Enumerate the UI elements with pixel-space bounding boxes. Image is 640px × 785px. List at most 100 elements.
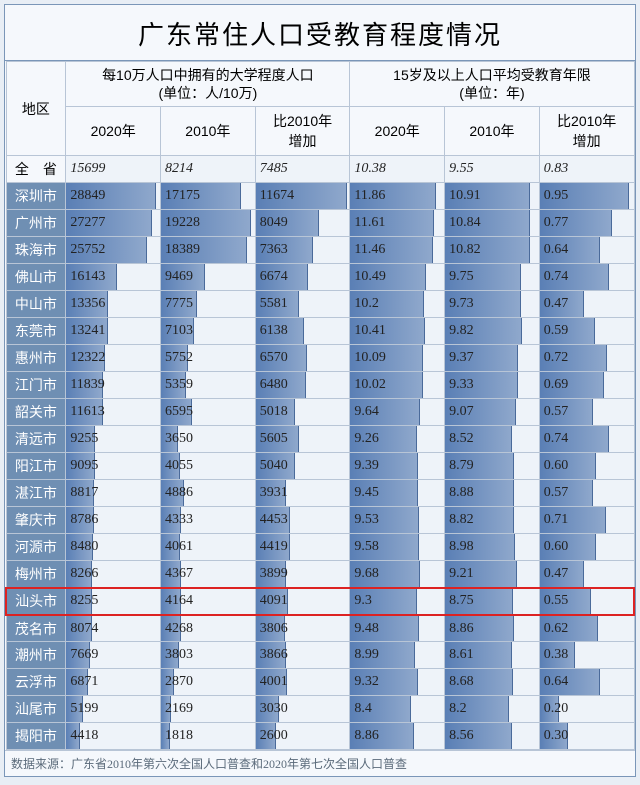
region-cell: 茂名市	[6, 615, 66, 642]
cell-value: 6480	[256, 377, 288, 393]
cell-value: 5752	[161, 350, 193, 366]
cell-value: 0.74	[540, 269, 569, 285]
cell-value: 8786	[66, 512, 98, 528]
cell-value: 9.39	[350, 458, 379, 474]
data-table: 地区 每10万人口中拥有的大学程度人口(单位：人/10万) 15岁及以上人口平均…	[5, 61, 635, 750]
data-cell: 9.82	[445, 318, 540, 345]
region-cell: 中山市	[6, 291, 66, 318]
data-cell: 9.39	[350, 453, 445, 480]
cell-value: 0.69	[540, 377, 569, 393]
data-cell: 9.48	[350, 615, 445, 642]
data-cell: 4164	[161, 588, 256, 615]
region-cell: 珠海市	[6, 237, 66, 264]
table-body: 全 省156998214748510.389.550.83深圳市28849171…	[6, 156, 634, 750]
cell-value: 10.91	[445, 188, 481, 204]
table-row: 深圳市28849171751167411.8610.910.95	[6, 183, 634, 210]
data-cell: 10.2	[350, 291, 445, 318]
data-cell: 19228	[161, 210, 256, 237]
header-group2: 15岁及以上人口平均受教育年限(单位：年)	[350, 62, 634, 107]
cell-value: 7363	[256, 242, 288, 258]
cell-value: 0.20	[540, 701, 569, 717]
cell-value: 4268	[161, 621, 193, 637]
cell-value: 8214	[161, 161, 193, 177]
cell-value: 10.41	[350, 323, 386, 339]
region-cell: 佛山市	[6, 264, 66, 291]
data-cell: 10.09	[350, 345, 445, 372]
data-cell: 2870	[161, 669, 256, 696]
cell-value: 5581	[256, 296, 288, 312]
cell-value: 3899	[256, 566, 288, 582]
data-cell: 9.45	[350, 480, 445, 507]
table-row: 阳江市9095405550409.398.790.60	[6, 453, 634, 480]
cell-value: 9.55	[445, 161, 474, 177]
cell-value: 6674	[256, 269, 288, 285]
data-cell: 9.33	[445, 372, 540, 399]
region-cell: 广州市	[6, 210, 66, 237]
cell-value: 9.07	[445, 404, 474, 420]
data-cell: 8.82	[445, 507, 540, 534]
cell-value: 27277	[66, 215, 105, 231]
cell-value: 3806	[256, 621, 288, 637]
data-cell: 11.86	[350, 183, 445, 210]
data-cell: 10.38	[350, 156, 445, 183]
data-cell: 0.59	[539, 318, 634, 345]
data-cell: 9.73	[445, 291, 540, 318]
region-cell: 云浮市	[6, 669, 66, 696]
cell-value: 9.53	[350, 512, 379, 528]
cell-value: 28849	[66, 188, 105, 204]
cell-value: 4419	[256, 539, 288, 555]
cell-value: 9.68	[350, 566, 379, 582]
cell-value: 0.72	[540, 350, 569, 366]
data-cell: 9095	[66, 453, 161, 480]
cell-value: 3931	[256, 485, 288, 501]
data-cell: 2600	[255, 723, 350, 750]
data-cell: 4091	[255, 588, 350, 615]
data-cell: 4418	[66, 723, 161, 750]
cell-value: 3866	[256, 647, 288, 663]
data-cell: 0.60	[539, 453, 634, 480]
data-cell: 6871	[66, 669, 161, 696]
data-cell: 8.4	[350, 696, 445, 723]
table-row: 广州市2727719228804911.6110.840.77	[6, 210, 634, 237]
data-cell: 9.64	[350, 399, 445, 426]
data-cell: 16143	[66, 264, 161, 291]
cell-value: 0.55	[540, 593, 569, 609]
data-cell: 11839	[66, 372, 161, 399]
region-cell: 汕尾市	[6, 696, 66, 723]
data-cell: 4367	[161, 561, 256, 588]
data-cell: 9255	[66, 426, 161, 453]
cell-value: 8.52	[445, 431, 474, 447]
data-cell: 8255	[66, 588, 161, 615]
cell-value: 12322	[66, 350, 105, 366]
cell-value: 13356	[66, 296, 105, 312]
cell-value: 5359	[161, 377, 193, 393]
data-cell: 3030	[255, 696, 350, 723]
data-cell: 9.07	[445, 399, 540, 426]
table-row: 湛江市8817488639319.458.880.57	[6, 480, 634, 507]
region-cell: 河源市	[6, 534, 66, 561]
cell-value: 5605	[256, 431, 288, 447]
region-cell: 清远市	[6, 426, 66, 453]
data-cell: 0.47	[539, 561, 634, 588]
data-cell: 9.75	[445, 264, 540, 291]
cell-value: 4091	[256, 593, 288, 609]
data-cell: 7775	[161, 291, 256, 318]
header-group1: 每10万人口中拥有的大学程度人口(单位：人/10万)	[66, 62, 350, 107]
data-cell: 9469	[161, 264, 256, 291]
data-cell: 18389	[161, 237, 256, 264]
cell-value: 8049	[256, 215, 288, 231]
cell-value: 6595	[161, 404, 193, 420]
data-cell: 2169	[161, 696, 256, 723]
data-cell: 10.02	[350, 372, 445, 399]
cell-value: 11.46	[350, 242, 385, 258]
cell-value: 10.84	[445, 215, 481, 231]
cell-value: 2870	[161, 674, 193, 690]
data-cell: 8.52	[445, 426, 540, 453]
data-cell: 8.75	[445, 588, 540, 615]
cell-value: 11.86	[350, 188, 385, 204]
header-col-5: 比2010年 增加	[539, 107, 634, 156]
data-cell: 13356	[66, 291, 161, 318]
data-cell: 7485	[255, 156, 350, 183]
header-col-1: 2010年	[161, 107, 256, 156]
data-cell: 5605	[255, 426, 350, 453]
